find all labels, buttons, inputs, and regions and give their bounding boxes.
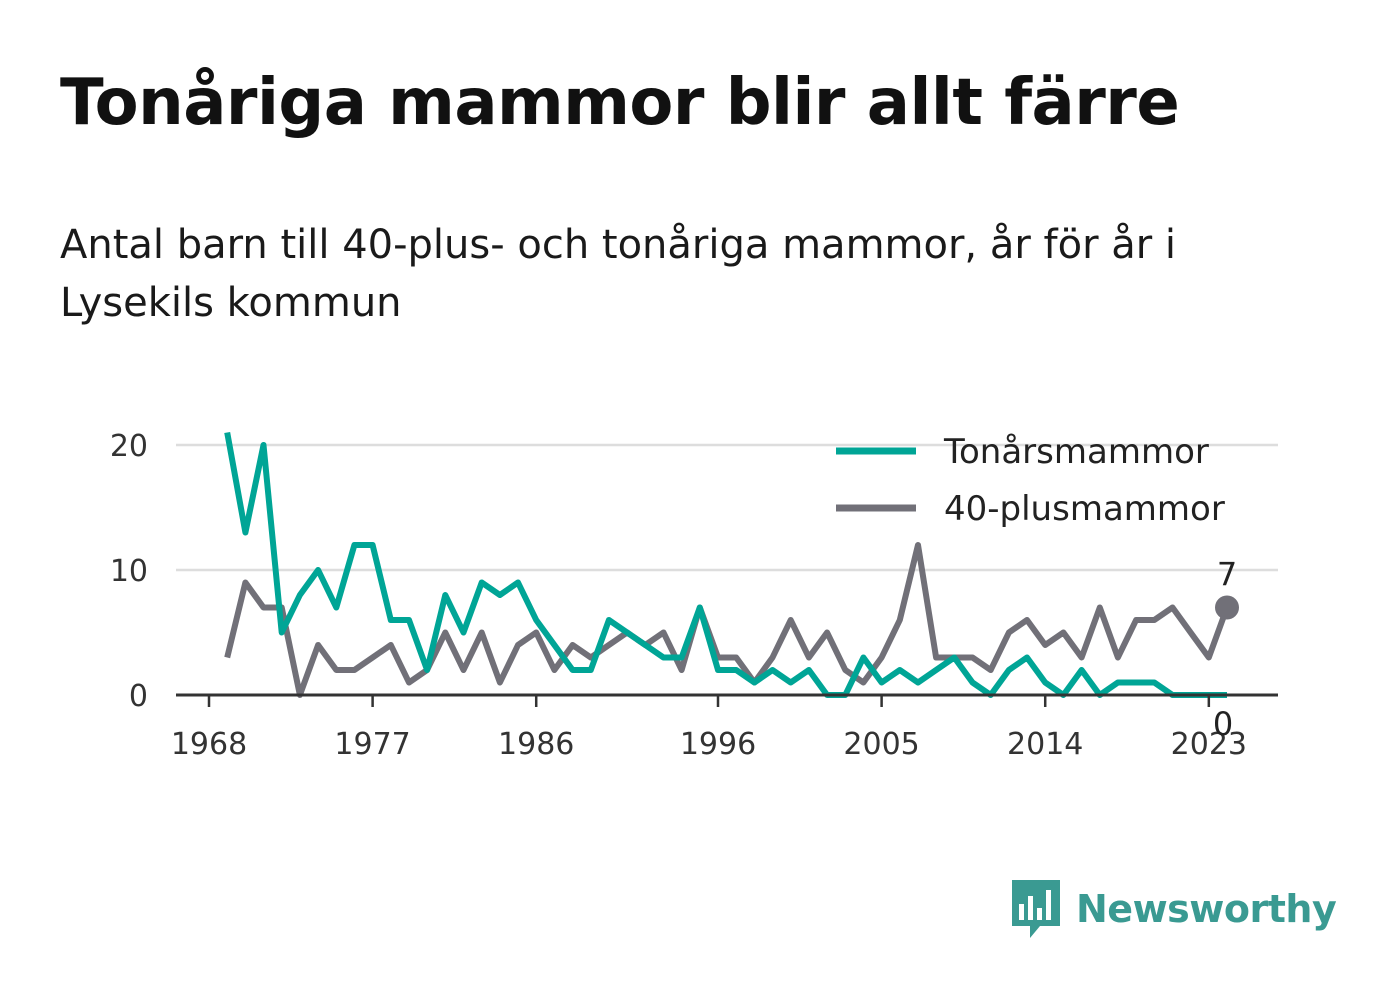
legend-label-40-plusmammor: 40-plusmammor: [944, 489, 1225, 529]
y-tick-label: 10: [110, 554, 148, 589]
chart-subtitle: Antal barn till 40-plus- och tonåriga ma…: [60, 222, 1177, 326]
end-markers: 7 0: [1213, 556, 1239, 743]
newsworthy-logo-icon: [1012, 880, 1060, 938]
x-axis: 1968 1977 1986 1996 2005 2014 2023: [171, 693, 1278, 762]
x-tick-label: 2023: [1171, 727, 1247, 762]
y-axis: 0 10 20: [110, 429, 148, 714]
series-layer: [224, 431, 1230, 698]
legend-label-tonarsmammor: Tonårsmammor: [943, 432, 1209, 472]
x-tick-label: 1977: [334, 727, 410, 762]
series-line-tonarsmammor: [224, 431, 1227, 698]
legend: Tonårsmammor 40-plusmammor: [836, 432, 1225, 529]
y-tick-label: 20: [110, 429, 148, 464]
x-tick-label: 1986: [498, 727, 574, 762]
gridlines: [176, 443, 1278, 572]
chart-title: Tonåriga mammor blir allt färre: [60, 66, 1180, 140]
end-label-tonarsmammor: 0: [1213, 705, 1233, 743]
end-label-40-plusmammor: 7: [1217, 556, 1237, 594]
x-tick-label: 2005: [843, 727, 919, 762]
newsworthy-logo: Newsworthy: [1010, 878, 1337, 940]
brand-name: Newsworthy: [1076, 887, 1337, 931]
series-line-40-plusmammor: [224, 542, 1230, 698]
x-tick-label: 2014: [1007, 727, 1083, 762]
end-point-40-plusmammor: [1215, 595, 1239, 620]
y-tick-label: 0: [129, 679, 148, 714]
x-tick-label: 1996: [680, 727, 756, 762]
x-tick-label: 1968: [171, 727, 247, 762]
